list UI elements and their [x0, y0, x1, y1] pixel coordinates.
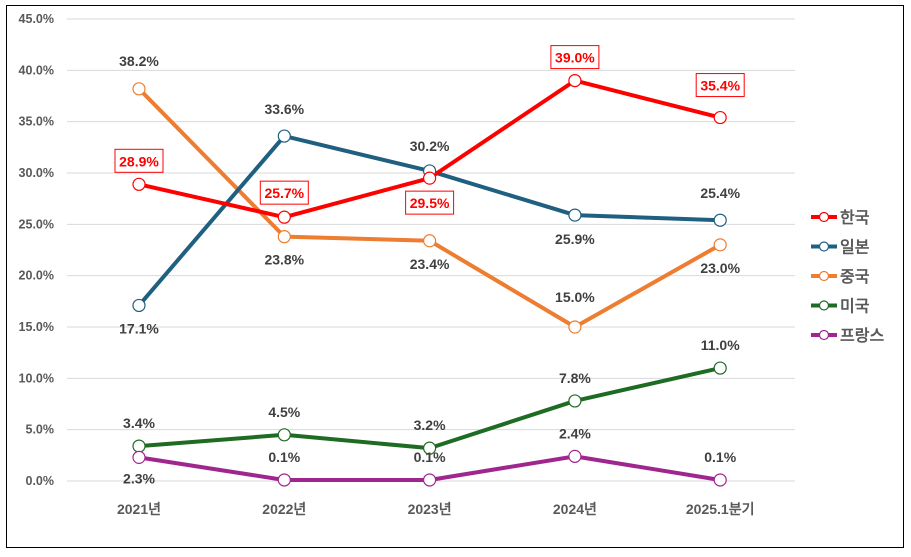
x-tick-label: 2021년: [117, 501, 161, 517]
data-point: [132, 177, 146, 191]
data-point: [423, 473, 437, 487]
data-label: 2.3%: [123, 470, 155, 486]
data-point: [568, 73, 582, 88]
legend-marker-icon: [818, 329, 830, 341]
data-point: [423, 234, 437, 248]
data-point: [132, 439, 146, 453]
y-tick-label: 20.0%: [19, 269, 54, 283]
y-tick-label: 25.0%: [19, 217, 54, 231]
data-label-box: [550, 45, 600, 70]
data-label: 15.0%: [555, 289, 595, 305]
data-label-box: [114, 148, 164, 173]
data-label: 11.0%: [701, 337, 740, 353]
data-point: [132, 82, 146, 96]
data-label: 25.7%: [264, 185, 304, 201]
data-point: [713, 238, 727, 252]
data-point: [713, 110, 727, 125]
data-point: [568, 208, 582, 222]
data-label-box: [405, 190, 455, 215]
legend-label: 미국: [840, 298, 870, 316]
y-tick-label: 40.0%: [19, 63, 54, 77]
y-tick-label: 10.0%: [19, 371, 54, 385]
data-point: [423, 441, 437, 455]
series-line-3: [138, 366, 721, 451]
data-point: [568, 449, 582, 463]
x-tick-label: 2023년: [408, 501, 452, 517]
data-label: 0.1%: [268, 449, 300, 465]
legend-label: 중국: [840, 268, 870, 286]
data-point: [568, 320, 582, 334]
data-label: 2.4%: [559, 425, 591, 441]
y-tick-label: 45.0%: [19, 12, 54, 26]
data-label: 33.6%: [264, 101, 304, 117]
data-label: 4.5%: [268, 404, 300, 420]
data-point: [277, 129, 291, 143]
legend-label: 한국: [840, 208, 870, 227]
data-label: 0.1%: [704, 449, 736, 465]
data-point: [277, 230, 291, 244]
legend-marker-icon: [818, 300, 830, 311]
x-tick-label: 2025.1분기: [686, 501, 755, 517]
y-tick-label: 30.0%: [19, 166, 54, 180]
y-tick-label: 5.0%: [26, 423, 55, 437]
data-point: [568, 394, 582, 408]
legend-marker-icon: [818, 241, 830, 252]
series-line-1: [137, 134, 721, 307]
x-tick-label: 2024년: [553, 501, 597, 517]
legend-label: 일본: [840, 239, 870, 257]
legend-marker-icon: [818, 270, 830, 282]
data-label: 39.0%: [555, 50, 595, 66]
data-point: [132, 450, 146, 464]
data-label: 7.8%: [559, 370, 591, 386]
data-label: 25.4%: [700, 185, 740, 201]
chart-frame: [6, 5, 904, 548]
data-label: 35.4%: [700, 78, 740, 94]
data-point: [277, 473, 291, 487]
data-label: 17.1%: [119, 320, 159, 336]
data-label: 3.2%: [414, 417, 446, 433]
data-point: [277, 428, 291, 442]
y-tick-label: 35.0%: [19, 115, 54, 129]
data-label-box: [259, 180, 309, 205]
data-label-box: [695, 73, 745, 98]
legend-marker-icon: [818, 211, 830, 223]
data-point: [713, 361, 727, 375]
data-point: [132, 298, 146, 313]
data-label: 0.1%: [414, 449, 446, 465]
data-label: 23.4%: [410, 256, 450, 272]
data-label: 30.2%: [410, 138, 450, 154]
data-label: 23.0%: [700, 260, 740, 276]
data-label: 25.9%: [555, 231, 595, 247]
data-point: [713, 473, 727, 487]
data-label: 38.2%: [119, 53, 159, 69]
legend-label: 프랑스: [840, 326, 884, 345]
y-tick-label: 0.0%: [26, 474, 55, 488]
data-label: 23.8%: [264, 252, 304, 268]
data-label: 29.5%: [410, 195, 450, 211]
data-point: [713, 213, 727, 227]
data-label: 3.4%: [123, 415, 155, 431]
x-tick-label: 2022년: [262, 501, 306, 517]
data-label: 28.9%: [119, 153, 159, 169]
data-point: [423, 171, 437, 185]
y-tick-label: 15.0%: [19, 320, 54, 334]
data-point: [277, 210, 291, 224]
